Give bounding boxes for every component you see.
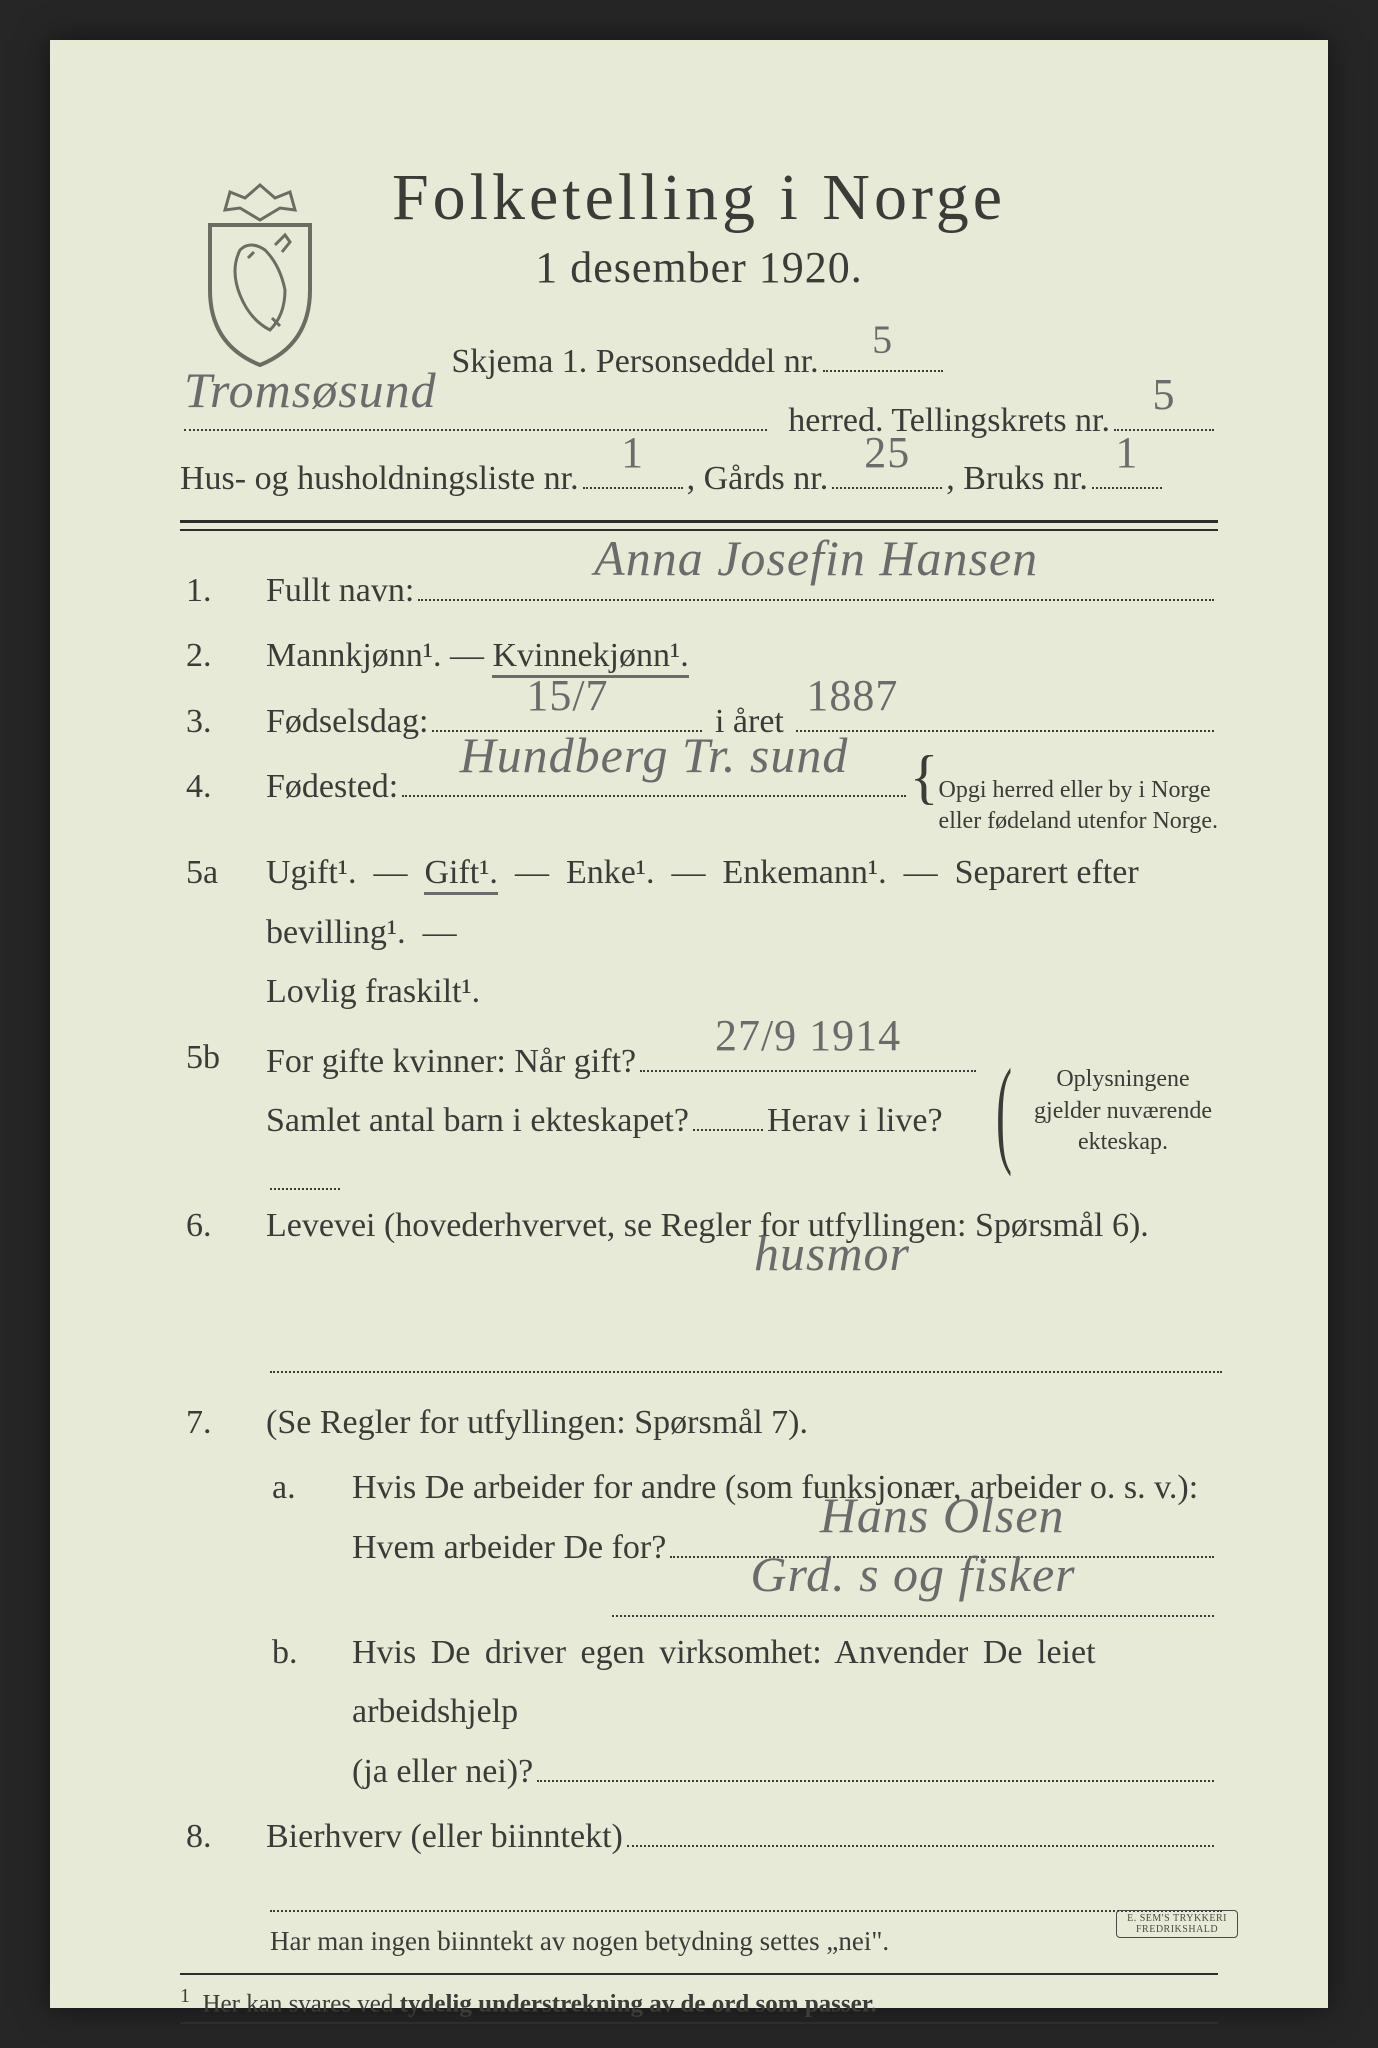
occupation: husmor: [450, 1210, 1214, 1298]
gaards-label: , Gårds nr.: [687, 450, 829, 508]
question-1: 1. Fullt navn: Anna Josefin Hansen: [180, 561, 1218, 621]
question-8: 8. Bierhverv (eller biinntekt): [180, 1807, 1218, 1867]
brace-icon: {: [910, 762, 939, 792]
footnote: 1 Her kan svares ved tydelig understrekn…: [180, 1985, 1218, 2018]
blank-line: [180, 1873, 1218, 1912]
hus-label: Hus- og husholdningsliste nr.: [180, 450, 579, 508]
personseddel-nr: 5: [823, 306, 943, 374]
question-7a: a. Hvis De arbeider for andre (som funks…: [180, 1458, 1218, 1616]
married-when: 27/9 1914: [640, 997, 976, 1074]
question-5a: 5a Ugift¹. — Gift¹. — Enke¹. — Enkemann¹…: [180, 843, 1218, 1022]
divider: [180, 2022, 1218, 2024]
question-7: 7. (Se Regler for utfyllingen: Spørsmål …: [180, 1393, 1218, 1453]
employer-line2: Grd. s og fisker: [612, 1531, 1214, 1619]
full-name: Anna Josefin Hansen: [418, 515, 1214, 603]
document-page: Folketelling i Norge 1 desember 1920. Sk…: [50, 40, 1328, 2008]
question-7b: b. Hvis De driver egen virksomhet: Anven…: [180, 1623, 1218, 1802]
q4-note: Opgi herred eller by i Norge eller fødel…: [939, 775, 1218, 837]
bruks-label: , Bruks nr.: [946, 450, 1088, 508]
brace-icon: (: [994, 1063, 1013, 1159]
footer-hint: Har man ingen biinntekt av nogen betydni…: [270, 1926, 1218, 1957]
title: Folketelling i Norge: [180, 160, 1218, 236]
question-4: 4. Fødested: Hundberg Tr. sund { Opgi he…: [180, 757, 1218, 837]
divider: [180, 1973, 1218, 1975]
bruks-nr: 1: [1092, 416, 1162, 491]
coat-of-arms-icon: [190, 180, 330, 375]
birthplace: Hundberg Tr. sund: [402, 712, 906, 800]
hus-nr: 1: [583, 416, 683, 491]
printer-stamp: E. SEM'S TRYKKERI FREDRIKSHALD: [1116, 1910, 1238, 1938]
meta-block: Skjema 1. Personseddel nr. 5 Tromsøsund …: [180, 333, 1218, 508]
subtitle: 1 desember 1920.: [180, 242, 1218, 293]
question-6: 6. Levevei (hovederhvervet, se Regler fo…: [180, 1196, 1218, 1372]
gaards-nr: 25: [832, 416, 942, 491]
question-5b: 5b For gifte kvinner: Når gift? 27/9 191…: [180, 1028, 1218, 1190]
header: Folketelling i Norge 1 desember 1920.: [180, 160, 1218, 293]
q5b-note: Oplysningene gjelder nuværende ekteskap.: [1028, 1064, 1218, 1158]
selected-marital: Gift¹.: [424, 854, 497, 895]
